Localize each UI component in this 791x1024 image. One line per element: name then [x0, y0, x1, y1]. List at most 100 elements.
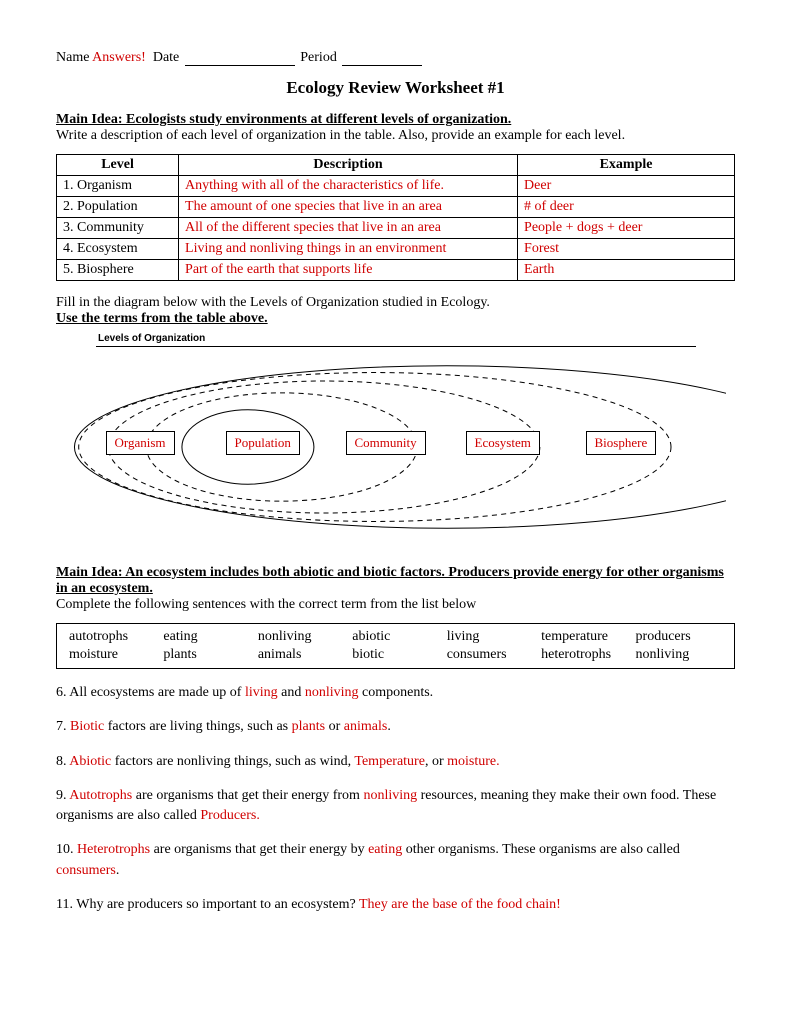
wordbank-term: biotic: [348, 646, 442, 664]
diagram-wrap: Levels of Organization Organism Populatio…: [56, 333, 735, 547]
wordbank-row: moistureplantsanimalsbioticconsumershete…: [65, 646, 726, 664]
page-title: Ecology Review Worksheet #1: [56, 78, 735, 98]
date-blank: [185, 51, 295, 66]
name-answer: Answers!: [92, 50, 146, 65]
level-cell: 1. Organism: [57, 176, 179, 197]
wordbank-term: nonliving: [632, 646, 726, 664]
wordbank-term: abiotic: [348, 628, 442, 646]
wordbank-term: eating: [159, 628, 253, 646]
section1-main-idea: Main Idea: Ecologists study environments…: [56, 112, 511, 127]
diagram-label: Population: [226, 431, 300, 455]
desc-cell: All of the different species that live i…: [179, 218, 518, 239]
wordbank-term: consumers: [443, 646, 537, 664]
col-example: Example: [518, 155, 735, 176]
table-row: 5. Biosphere Part of the earth that supp…: [57, 260, 735, 281]
table-row: 4. Ecosystem Living and nonliving things…: [57, 239, 735, 260]
wordbank-term: autotrophs: [65, 628, 159, 646]
q-answer: plants: [292, 719, 325, 734]
q-answer: living: [245, 685, 278, 700]
levels-table: Level Description Example 1. Organism An…: [56, 154, 735, 281]
q-text: 10.: [56, 842, 77, 857]
q-text: .: [116, 863, 120, 878]
section1-header: Main Idea: Ecologists study environments…: [56, 112, 735, 144]
q-answer: Abiotic: [69, 754, 111, 769]
date-label: Date: [153, 50, 179, 65]
example-cell: # of deer: [518, 197, 735, 218]
question-7: 7. Biotic factors are living things, suc…: [56, 717, 735, 737]
col-desc: Description: [179, 155, 518, 176]
q-text: 8.: [56, 754, 69, 769]
diagram-label: Biosphere: [586, 431, 657, 455]
question-6: 6. All ecosystems are made up of living …: [56, 683, 735, 703]
q-answer: nonliving: [363, 788, 417, 803]
q-text: 6. All ecosystems are made up of: [56, 685, 245, 700]
question-10: 10. Heterotrophs are organisms that get …: [56, 840, 735, 881]
period-blank: [342, 51, 422, 66]
q-text: or: [325, 719, 344, 734]
question-9: 9. Autotrophs are organisms that get the…: [56, 786, 735, 827]
table-row: 1. Organism Anything with all of the cha…: [57, 176, 735, 197]
level-cell: 5. Biosphere: [57, 260, 179, 281]
q-text: 9.: [56, 788, 69, 803]
question-8: 8. Abiotic factors are nonliving things,…: [56, 752, 735, 772]
desc-cell: Anything with all of the characteristics…: [179, 176, 518, 197]
q-answer: animals: [344, 719, 388, 734]
wordbank-term: moisture: [65, 646, 159, 664]
header-line: Name Answers! Date Period: [56, 50, 735, 66]
q-answer: Autotrophs: [69, 788, 132, 803]
diagram-instruction: Use the terms from the table above.: [56, 311, 735, 327]
desc-cell: Part of the earth that supports life: [179, 260, 518, 281]
diagram-label: Community: [346, 431, 426, 455]
q-text: factors are living things, such as: [104, 719, 291, 734]
q-text: 11. Why are producers so important to an…: [56, 897, 359, 912]
q-answer: Temperature: [354, 754, 425, 769]
example-cell: People + dogs + deer: [518, 218, 735, 239]
q-answer: They are the base of the food chain!: [359, 897, 561, 912]
q-text: factors are nonliving things, such as wi…: [111, 754, 354, 769]
example-cell: Earth: [518, 260, 735, 281]
table-row: 3. Community All of the different specie…: [57, 218, 735, 239]
wordbank-term: animals: [254, 646, 348, 664]
table-header-row: Level Description Example: [57, 155, 735, 176]
level-cell: 4. Ecosystem: [57, 239, 179, 260]
q-text: other organisms. These organisms are als…: [402, 842, 680, 857]
section2-main-idea: Main Idea: An ecosystem includes both ab…: [56, 565, 724, 596]
col-level: Level: [57, 155, 179, 176]
q-answer: moisture.: [447, 754, 500, 769]
wordbank-term: heterotrophs: [537, 646, 631, 664]
section1-instructions: Write a description of each level of org…: [56, 128, 625, 143]
wordbank-term: living: [443, 628, 537, 646]
q-answer: Biotic: [70, 719, 104, 734]
q-text: are organisms that get their energy from: [132, 788, 363, 803]
name-label: Name: [56, 50, 89, 65]
q-answer: nonliving: [305, 685, 359, 700]
example-cell: Deer: [518, 176, 735, 197]
wordbank: autotrophseatingnonlivingabioticlivingte…: [56, 623, 735, 669]
period-label: Period: [300, 50, 337, 65]
diagram-caption: Levels of Organization: [98, 333, 735, 344]
section2-header: Main Idea: An ecosystem includes both ab…: [56, 565, 735, 613]
q-answer: Heterotrophs: [77, 842, 150, 857]
wordbank-term: temperature: [537, 628, 631, 646]
question-11: 11. Why are producers so important to an…: [56, 895, 735, 915]
diagram-label: Organism: [106, 431, 175, 455]
q-text: are organisms that get their energy by: [150, 842, 368, 857]
desc-cell: Living and nonliving things in an enviro…: [179, 239, 518, 260]
wordbank-term: producers: [632, 628, 726, 646]
q-text: , or: [425, 754, 447, 769]
q-text: 7.: [56, 719, 70, 734]
wordbank-row: autotrophseatingnonlivingabioticlivingte…: [65, 628, 726, 646]
wordbank-term: plants: [159, 646, 253, 664]
level-cell: 3. Community: [57, 218, 179, 239]
diagram-intro: Fill in the diagram below with the Level…: [56, 295, 735, 311]
wordbank-term: nonliving: [254, 628, 348, 646]
table-row: 2. Population The amount of one species …: [57, 197, 735, 218]
example-cell: Forest: [518, 239, 735, 260]
section2-instructions: Complete the following sentences with th…: [56, 597, 476, 612]
desc-cell: The amount of one species that live in a…: [179, 197, 518, 218]
levels-diagram: Organism Population Community Ecosystem Bios…: [66, 347, 726, 547]
diagram-label: Ecosystem: [466, 431, 540, 455]
q-answer: eating: [368, 842, 402, 857]
q-text: and: [278, 685, 305, 700]
q-answer: consumers: [56, 863, 116, 878]
